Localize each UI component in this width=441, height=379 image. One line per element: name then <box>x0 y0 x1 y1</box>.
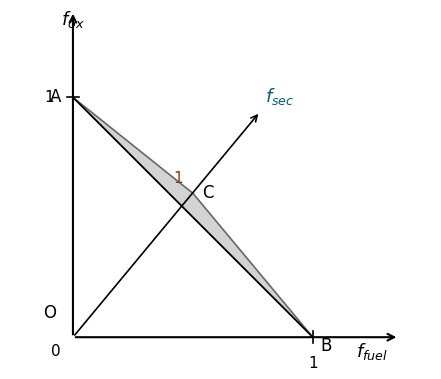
Text: C: C <box>202 184 214 202</box>
Text: 1: 1 <box>44 90 54 105</box>
Text: 1: 1 <box>308 356 318 371</box>
Text: 0: 0 <box>51 344 61 359</box>
Polygon shape <box>73 97 313 337</box>
Text: O: O <box>43 304 56 322</box>
Text: $f_{fuel}$: $f_{fuel}$ <box>356 341 388 362</box>
Text: 1: 1 <box>174 171 183 186</box>
Text: A: A <box>49 88 61 106</box>
Text: B: B <box>320 337 332 355</box>
Text: $f_{sec}$: $f_{sec}$ <box>265 86 294 107</box>
Text: $f_{ox}$: $f_{ox}$ <box>61 9 85 30</box>
